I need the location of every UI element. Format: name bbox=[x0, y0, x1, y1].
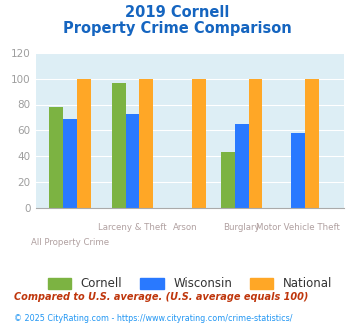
Text: Compared to U.S. average. (U.S. average equals 100): Compared to U.S. average. (U.S. average … bbox=[14, 292, 308, 302]
Text: Larceny & Theft: Larceny & Theft bbox=[98, 223, 167, 232]
Bar bbox=[305, 79, 319, 208]
Text: Property Crime Comparison: Property Crime Comparison bbox=[63, 21, 292, 36]
Bar bbox=[192, 79, 206, 208]
Bar bbox=[126, 114, 139, 208]
Text: All Property Crime: All Property Crime bbox=[31, 238, 109, 247]
Bar bbox=[112, 82, 126, 208]
Bar bbox=[49, 107, 63, 208]
Bar bbox=[77, 79, 91, 208]
Bar bbox=[235, 124, 249, 208]
Bar bbox=[63, 119, 77, 208]
Bar bbox=[221, 152, 235, 208]
Legend: Cornell, Wisconsin, National: Cornell, Wisconsin, National bbox=[43, 273, 337, 295]
Text: Burglary: Burglary bbox=[224, 223, 260, 232]
Text: 2019 Cornell: 2019 Cornell bbox=[125, 5, 230, 20]
Bar bbox=[139, 79, 153, 208]
Text: Arson: Arson bbox=[173, 223, 198, 232]
Text: © 2025 CityRating.com - https://www.cityrating.com/crime-statistics/: © 2025 CityRating.com - https://www.city… bbox=[14, 314, 293, 323]
Text: Motor Vehicle Theft: Motor Vehicle Theft bbox=[256, 223, 340, 232]
Bar bbox=[291, 133, 305, 208]
Bar bbox=[249, 79, 262, 208]
